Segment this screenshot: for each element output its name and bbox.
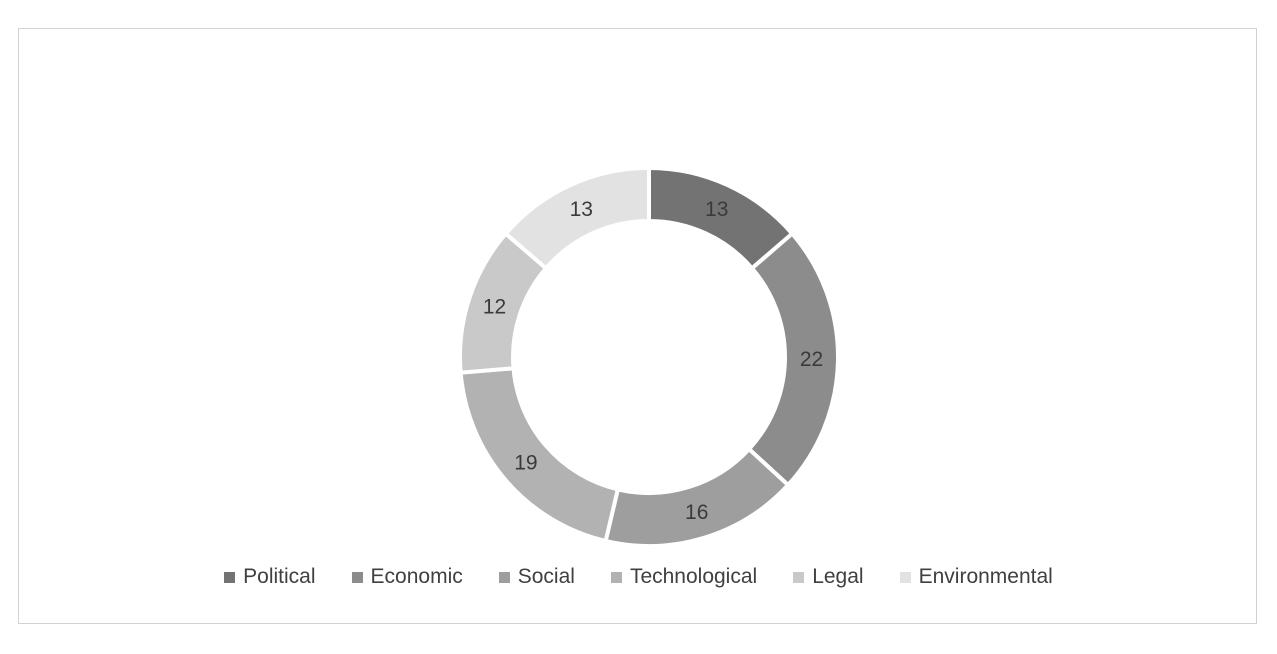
legend-item-political: Political	[224, 565, 316, 589]
legend-item-technological: Technological	[610, 565, 758, 589]
donut-segment-economic	[747, 231, 840, 488]
donut-segment-technological	[458, 366, 620, 543]
legend-swatch-technological	[610, 571, 622, 583]
legend-label-social: Social	[517, 565, 575, 588]
legend-swatch-social	[498, 571, 510, 583]
data-label-legal: 12	[483, 295, 506, 318]
legend-item-environmental: Environmental	[899, 565, 1053, 589]
legend-item-social: Social	[498, 565, 575, 589]
legend-label-legal: Legal	[812, 565, 864, 588]
legend-label-environmental: Environmental	[918, 565, 1053, 588]
legend-label-technological: Technological	[629, 565, 758, 588]
data-label-technological: 19	[514, 452, 537, 475]
legend-item-legal: Legal	[793, 565, 864, 589]
data-label-economic: 22	[800, 348, 823, 371]
legend-swatch-legal	[793, 571, 805, 583]
legend-swatch-environmental	[899, 571, 911, 583]
data-label-political: 13	[705, 198, 728, 221]
donut-segment-social	[603, 447, 791, 548]
data-label-social: 16	[685, 501, 708, 524]
donut-segment-environmental	[503, 166, 651, 271]
legend-swatch-political	[224, 571, 236, 583]
data-label-environmental: 13	[570, 198, 593, 221]
legend-label-political: Political	[243, 565, 316, 588]
legend-label-economic: Economic	[370, 565, 463, 588]
legend-item-economic: Economic	[351, 565, 463, 589]
legend-swatch-economic	[351, 571, 363, 583]
chart-legend: Political Economic Social Technological Lega…	[0, 560, 1277, 594]
